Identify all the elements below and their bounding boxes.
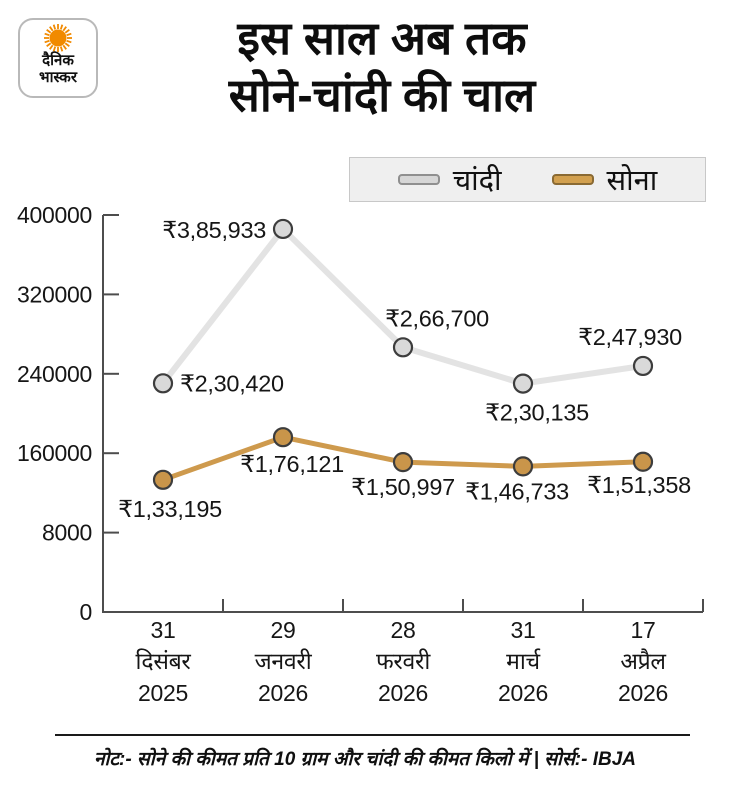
x-axis-label: दिसंबर <box>135 648 191 674</box>
y-tick-label: 8000 <box>42 520 92 546</box>
footer-divider <box>55 734 690 736</box>
sun-core <box>49 29 67 47</box>
y-tick-label: 240000 <box>17 361 92 387</box>
legend-label-silver: चांदी <box>452 165 502 197</box>
x-axis-label: 31 <box>511 617 536 643</box>
logo-text-line2: भास्कर <box>39 69 77 86</box>
gold-point-3 <box>512 456 534 477</box>
title-line-1: इस साल अब तक <box>237 12 527 64</box>
sun-ray <box>59 24 64 30</box>
gold-point-label-3: ₹1,46,733 <box>465 478 569 504</box>
x-axis-label: जनवरी <box>255 648 313 674</box>
silver-point-label-2: ₹2,66,700 <box>385 305 489 331</box>
sun-ray <box>49 26 54 32</box>
gold-point-label-2: ₹1,50,997 <box>351 474 455 500</box>
x-axis-label: 31 <box>151 617 176 643</box>
x-axis-label: 17 <box>631 617 656 643</box>
sun-ray <box>49 44 54 50</box>
gold-point-1 <box>272 427 294 448</box>
page-title: इस साल अब तक सोने-चांदी की चाल <box>34 10 730 124</box>
gold-point-label-1: ₹1,76,121 <box>240 451 344 477</box>
y-tick-label: 160000 <box>17 440 92 466</box>
chart-legend: चांदी सोना <box>349 157 706 202</box>
y-tick-label: 400000 <box>17 202 92 228</box>
silver-point-label-4: ₹2,47,930 <box>578 324 682 350</box>
x-axis-label: 28 <box>391 617 416 643</box>
dainik-bhaskar-logo: दैनिक भास्कर <box>18 18 98 98</box>
silver-point-3 <box>512 373 534 394</box>
silver-point-label-1: ₹3,85,933 <box>162 217 266 243</box>
source-note: नोट:- सोने की कीमत प्रति 10 ग्राम और चां… <box>93 749 637 770</box>
sun-ray <box>62 44 67 50</box>
x-axis-label: 29 <box>271 617 296 643</box>
sun-ray <box>52 46 57 52</box>
gold-swatch-icon <box>551 174 594 185</box>
gold-point-0 <box>152 469 174 490</box>
logo-text-line1: दैनिक <box>42 52 74 69</box>
gold-silver-line-chart: 4000003200002400001600008000031दिसंबर202… <box>17 202 704 706</box>
sun-ray <box>52 24 57 30</box>
axis-lines <box>102 215 703 613</box>
x-axis-label: मार्च <box>506 648 541 674</box>
y-tick-label: 320000 <box>17 281 92 307</box>
sun-ray <box>64 42 70 47</box>
gold-point-2 <box>392 452 414 473</box>
silver-swatch-icon <box>397 174 440 185</box>
sun-ray <box>44 39 50 44</box>
gold-point-4 <box>632 451 654 472</box>
x-axis-label: 2026 <box>378 680 428 706</box>
sun-ray <box>66 32 72 37</box>
sun-ray <box>46 42 52 47</box>
title-line-2: सोने-चांदी की चाल <box>228 69 536 121</box>
x-axis-label: 2025 <box>138 680 188 706</box>
silver-point-2 <box>392 337 414 358</box>
silver-point-0 <box>152 373 174 394</box>
silver-point-4 <box>632 355 654 377</box>
sun-ray <box>66 39 72 44</box>
gold-point-label-4: ₹1,51,358 <box>587 472 691 498</box>
sun-ray <box>44 32 50 37</box>
silver-point-1 <box>272 218 294 240</box>
x-axis-label: फरवरी <box>376 648 431 674</box>
sun-ray <box>62 26 67 32</box>
x-axis-label: 2026 <box>258 680 308 706</box>
y-tick-label: 0 <box>80 599 93 625</box>
sun-ray <box>46 29 52 34</box>
sun-ray <box>59 46 64 52</box>
gold-point-label-0: ₹1,33,195 <box>118 496 222 522</box>
silver-point-label-0: ₹2,30,420 <box>180 370 284 396</box>
x-axis-label: 2026 <box>618 680 668 706</box>
legend-item-silver: चांदी <box>397 160 502 199</box>
sun-ray <box>64 29 70 34</box>
silver-point-label-3: ₹2,30,135 <box>485 400 589 426</box>
legend-item-gold: सोना <box>551 160 658 199</box>
x-axis-label: अप्रैल <box>620 648 666 674</box>
x-axis-label: 2026 <box>498 680 548 706</box>
sun-icon <box>44 24 72 52</box>
legend-label-gold: सोना <box>606 165 658 197</box>
